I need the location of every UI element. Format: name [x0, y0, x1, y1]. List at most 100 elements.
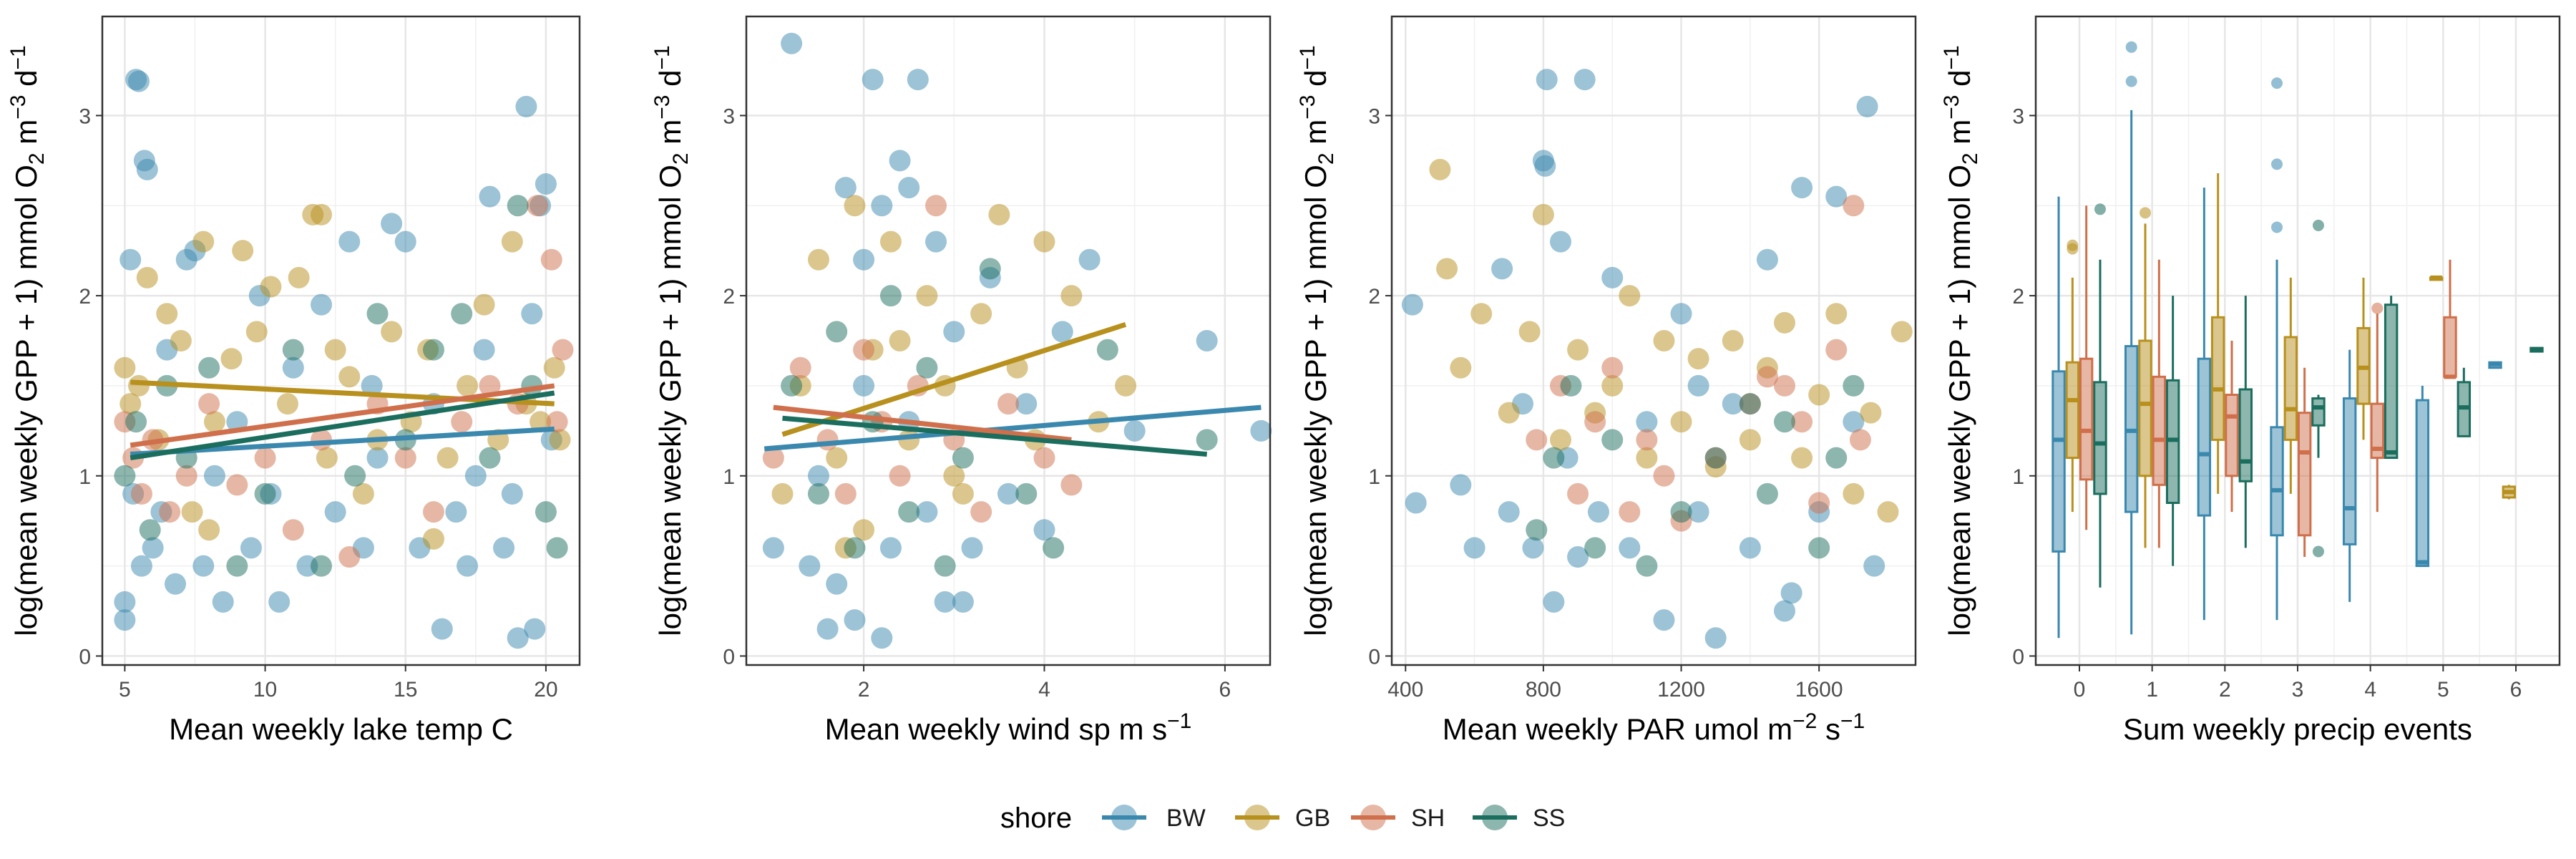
x-axis-title: Sum weekly precip events: [2123, 712, 2472, 746]
point-bw: [943, 321, 965, 343]
y-tick-label: 1: [1368, 465, 1380, 489]
point-bw: [192, 555, 215, 577]
y-axis-title: log(mean weekly GPP + 1) mmol O2 m−3 d−1: [1296, 45, 1338, 636]
point-bw: [142, 537, 164, 559]
point-sh: [282, 519, 304, 541]
point-ss: [862, 411, 884, 433]
point-gb: [1739, 429, 1761, 451]
legend-item-gb: GB: [1235, 805, 1330, 832]
x-tick-label: 3: [2292, 678, 2304, 702]
point-gb: [916, 285, 938, 307]
point-bw: [130, 555, 152, 577]
point-ss: [1636, 555, 1658, 577]
point-bw: [1774, 600, 1795, 622]
y-tick-label: 1: [79, 465, 91, 489]
x-tick-label: 20: [534, 678, 557, 702]
box-ss: [2093, 203, 2107, 588]
panel-4: 0 1 2 3 0 1 2 3 4 5 6 log(mean weekly GPP + 1) mmol…: [1940, 15, 2561, 746]
point-gb: [826, 447, 848, 469]
box-body: [2384, 304, 2399, 460]
box-ss: [2165, 296, 2180, 566]
y-tick-label: 3: [79, 105, 91, 128]
y-tick-label: 3: [723, 105, 735, 128]
point-ss: [807, 482, 829, 505]
point-gb: [543, 356, 565, 379]
point-gb: [128, 374, 150, 397]
point-bw: [1450, 474, 1472, 496]
point-bw: [1574, 69, 1596, 91]
box-ss: [2529, 346, 2544, 353]
point-sh: [789, 356, 811, 379]
point-bw: [834, 177, 857, 199]
point-bw: [1687, 501, 1709, 523]
point-bw: [871, 627, 893, 649]
box-sh: [2370, 302, 2385, 513]
point-ss: [1196, 429, 1218, 451]
box-gb: [2065, 239, 2080, 513]
point-gb: [192, 230, 215, 253]
point-gb: [170, 330, 192, 351]
x-tick-label: 800: [1526, 678, 1561, 702]
box-bw: [2270, 77, 2284, 621]
box-body: [2051, 370, 2066, 553]
point-gb: [952, 482, 974, 505]
y-tick-label: 2: [2012, 285, 2024, 309]
box-gb: [2210, 173, 2225, 494]
point-bw: [1498, 501, 1520, 523]
point-bw: [1687, 374, 1709, 397]
point-ss: [879, 285, 902, 307]
point-sh: [159, 501, 181, 523]
point-gb: [1774, 311, 1795, 334]
point-ss: [198, 356, 220, 379]
point-bw: [1825, 185, 1848, 208]
point-bw: [381, 213, 403, 235]
point-bw: [361, 374, 383, 397]
point-ss: [422, 339, 444, 361]
x-tick-label: 6: [1219, 678, 1231, 702]
point-gb: [288, 266, 310, 288]
point-sh: [970, 501, 992, 523]
point-sh: [997, 393, 1019, 415]
point-bw: [1670, 303, 1692, 325]
point-gb: [879, 230, 902, 253]
point-gb: [501, 230, 523, 253]
point-gb: [771, 482, 794, 505]
point-sh: [198, 393, 220, 415]
outlier-point: [2312, 545, 2324, 558]
point-gb: [844, 195, 866, 217]
point-bw: [898, 177, 920, 199]
outlier-point: [2140, 207, 2152, 219]
point-ss: [226, 555, 248, 577]
point-sh: [1619, 501, 1641, 523]
y-axis-title: log(mean weekly GPP + 1) mmol O2 m−3 d−1: [650, 45, 693, 636]
point-bw: [473, 339, 495, 361]
point-bw: [464, 465, 487, 487]
box-body: [2311, 397, 2326, 427]
point-sh: [816, 429, 839, 451]
point-bw: [952, 591, 974, 613]
panel-background: [746, 16, 1270, 665]
x-tick-label: 1: [2146, 678, 2158, 702]
point-gb: [1450, 356, 1472, 379]
panel-3: 0 1 2 3 400 800 1200 1600 log(mean weekly GPP + …: [1296, 15, 1917, 746]
point-gb: [245, 321, 268, 343]
point-gb: [1549, 429, 1571, 451]
point-gb: [853, 519, 875, 541]
point-sh: [1636, 429, 1658, 451]
point-ss: [311, 555, 333, 577]
y-tick-label: 0: [723, 645, 735, 669]
point-ss: [507, 195, 529, 217]
x-tick-label: 2: [2219, 678, 2231, 702]
point-bw: [1123, 419, 1146, 442]
panel-border: [101, 15, 581, 666]
point-gb: [1518, 321, 1541, 343]
legend-label-gb: GB: [1295, 805, 1330, 832]
legend-item-ss: SS: [1473, 805, 1565, 832]
point-ss: [1808, 537, 1830, 559]
point-bw: [1543, 591, 1565, 613]
point-bw: [1536, 69, 1558, 91]
point-gb: [943, 465, 965, 487]
point-gb: [1470, 303, 1493, 325]
point-bw: [1522, 537, 1544, 559]
point-gb: [889, 330, 911, 351]
